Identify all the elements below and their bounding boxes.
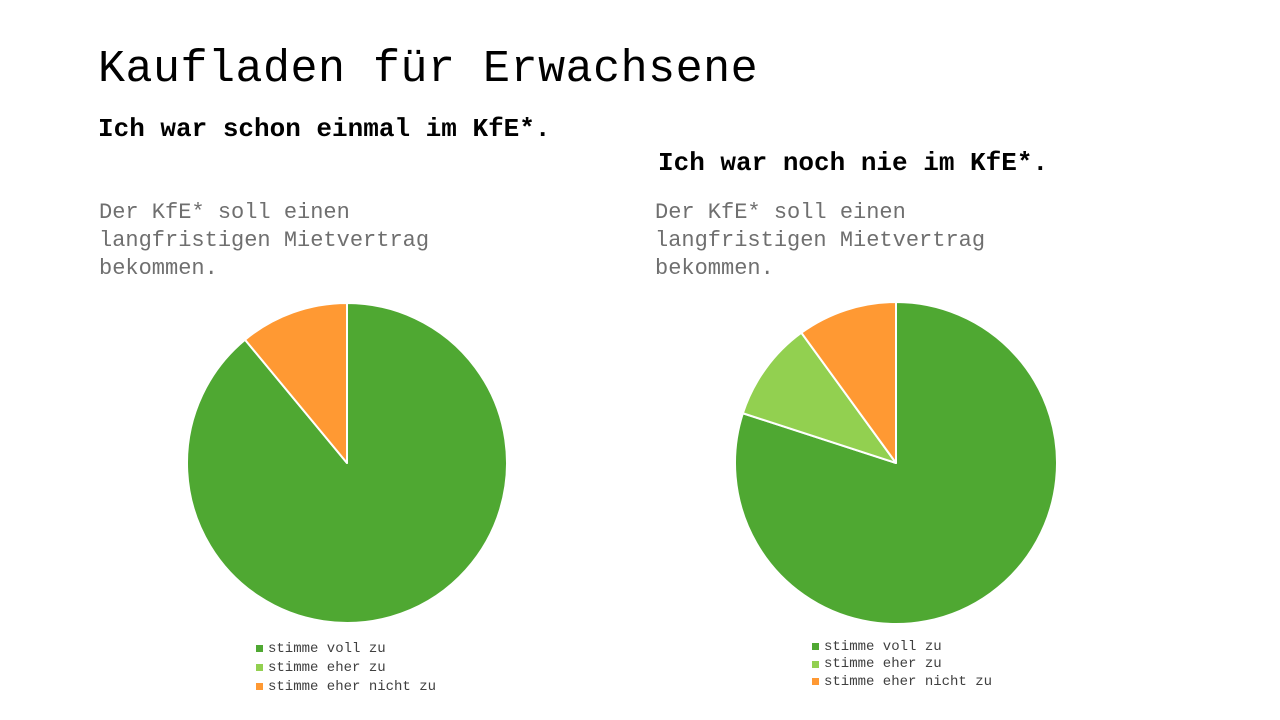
chart-subtitle-left: Der KfE* soll einen langfristigen Mietve… [99,200,430,281]
pie-slice-stimme-eher-nicht-zu [244,302,348,464]
pie-slice-stimme-eher-zu [741,331,897,464]
pie-chart-left [186,302,508,624]
legend-item: stimme voll zu [256,639,436,658]
legend-left: stimme voll zu stimme eher zu stimme ehe… [256,639,436,696]
legend-item: stimme eher zu [256,658,436,677]
legend-item: stimme eher nicht zu [256,677,436,696]
legend-swatch [812,643,819,651]
legend-item: stimme eher nicht zu [812,673,992,691]
legend-swatch [812,678,819,686]
legend-item: stimme eher zu [812,656,992,674]
legend-swatch [256,664,263,671]
legend-label: stimme voll zu [268,640,386,657]
chart-subtitle-right: Der KfE* soll einen langfristigen Mietve… [655,200,986,281]
legend-label: stimme eher zu [824,656,942,673]
chart-title-left: Ich war schon einmal im KfE*. [98,114,551,144]
pie-slice-stimme-eher-nicht-zu [800,301,897,464]
pie-chart-right [734,301,1058,625]
legend-label: stimme eher nicht zu [824,673,993,690]
legend-label: stimme eher nicht zu [268,678,437,695]
slide-title: Kaufladen für Erwachsene [98,44,759,95]
legend-item: stimme voll zu [812,638,992,656]
legend-label: stimme voll zu [824,638,942,655]
legend-swatch [256,645,263,652]
chart-title-right: Ich war noch nie im KfE*. [658,148,1049,178]
legend-swatch [812,660,819,668]
legend-label: stimme eher zu [268,659,386,676]
legend-swatch [256,683,263,690]
legend-right: stimme voll zu stimme eher zu stimme ehe… [812,638,992,691]
